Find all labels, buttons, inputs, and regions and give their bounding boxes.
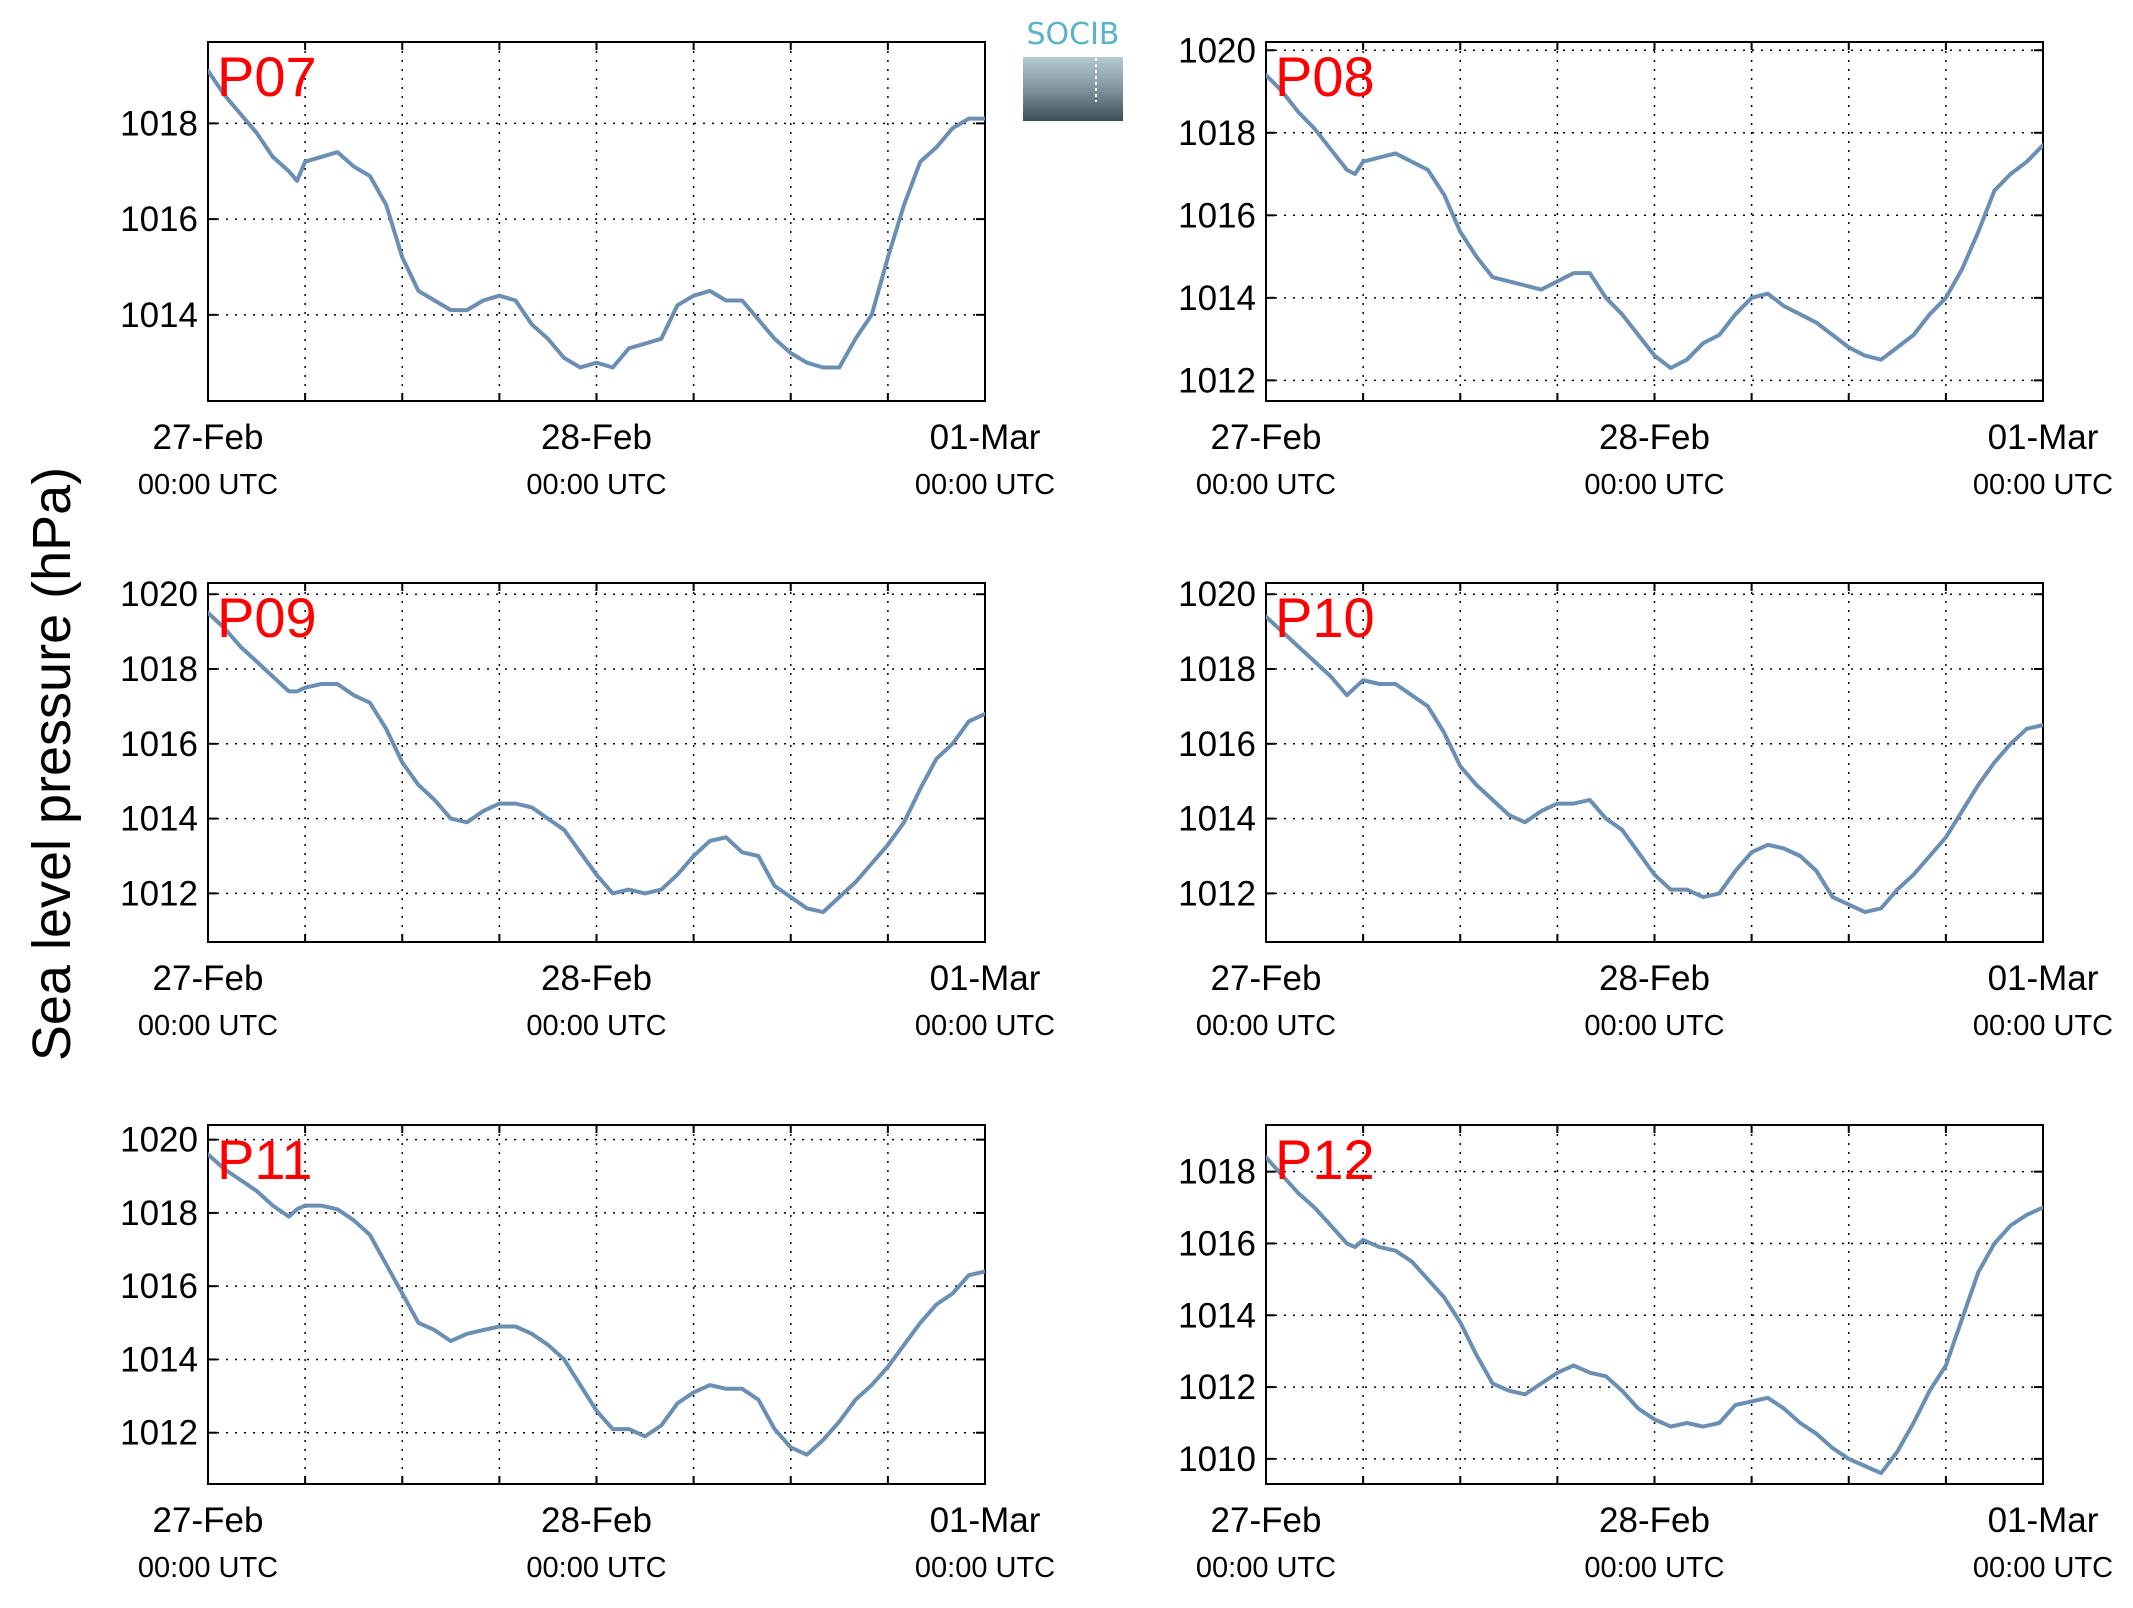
y-tick-label: 1020: [1178, 575, 1256, 614]
x-tick-label: 01-Mar: [1988, 418, 2099, 457]
x-tick-time-label: 00:00 UTC: [1973, 469, 2113, 501]
x-tick-label: 27-Feb: [1211, 959, 1322, 998]
x-tick-label: 28-Feb: [541, 1501, 652, 1540]
panels: 1014 1016 1018 27-Feb 00:00 UTC 28-Feb 00:00 U…: [120, 31, 2113, 1584]
x-tick-label: 27-Feb: [1211, 418, 1322, 457]
x-tick-time-label: 00:00 UTC: [526, 1010, 666, 1042]
series-line: [208, 68, 985, 370]
x-tick-label: 28-Feb: [541, 418, 652, 457]
y-tick-label: 1014: [1178, 279, 1256, 318]
logo-white-band: [1023, 48, 1123, 57]
axes-frame: [207, 582, 986, 943]
y-tick-label: 1014: [1178, 1296, 1256, 1335]
x-tick-time-label: 00:00 UTC: [1973, 1552, 2113, 1584]
logo-wave-block: [1023, 55, 1123, 121]
panel-p12: 1010 1012 1014 1016 1018 27-Feb 00:00 UTC 28-Fe…: [1178, 1124, 2113, 1584]
y-tick-label: 1016: [1178, 725, 1256, 764]
series-line: [208, 1152, 985, 1457]
y-tick-label: 1014: [120, 1340, 198, 1379]
panel-title: P09: [217, 586, 317, 649]
y-tick-label: 1010: [1178, 1440, 1256, 1479]
y-tick-label: 1018: [120, 1194, 198, 1233]
panel-p11: 1012 1014 1016 1018 1020 27-Feb 00:00 UTC 28-Fe…: [120, 1121, 1055, 1584]
series-line: [1266, 1155, 2043, 1476]
x-tick-label: 01-Mar: [1988, 1501, 2099, 1540]
logo-text: SOCIB: [1026, 17, 1119, 52]
y-tick-label: 1014: [120, 296, 198, 335]
x-tick-time-label: 00:00 UTC: [138, 1010, 278, 1042]
x-tick-time-label: 00:00 UTC: [1196, 1552, 1336, 1584]
y-tick-label: 1012: [120, 1414, 198, 1453]
axes-frame: [207, 1124, 986, 1485]
y-tick-label: 1018: [120, 650, 198, 689]
y-tick-label: 1014: [1178, 800, 1256, 839]
x-tick-time-label: 00:00 UTC: [915, 469, 1055, 501]
x-tick-time-label: 00:00 UTC: [1196, 469, 1336, 501]
y-tick-label: 1018: [1178, 1153, 1256, 1192]
x-tick-label: 28-Feb: [1599, 959, 1710, 998]
panel-p10: 1012 1014 1016 1018 1020 27-Feb 00:00 UTC 28-Fe…: [1178, 575, 2113, 1042]
x-tick-label: 01-Mar: [930, 1501, 1041, 1540]
y-tick-label: 1012: [120, 874, 198, 913]
x-tick-label: 27-Feb: [153, 959, 264, 998]
x-tick-time-label: 00:00 UTC: [138, 1552, 278, 1584]
x-tick-label: 27-Feb: [153, 1501, 264, 1540]
y-tick-label: 1016: [120, 200, 198, 239]
x-tick-label: 28-Feb: [1599, 1501, 1710, 1540]
x-tick-label: 27-Feb: [1211, 1501, 1322, 1540]
series-line: [208, 610, 985, 915]
x-tick-time-label: 00:00 UTC: [1196, 1010, 1336, 1042]
y-tick-label: 1012: [1178, 1368, 1256, 1407]
y-tick-label: 1020: [1178, 31, 1256, 70]
axes-frame: [1265, 582, 2044, 943]
panel-title: P10: [1275, 586, 1375, 649]
x-tick-time-label: 00:00 UTC: [1584, 469, 1724, 501]
panel-p09: 1012 1014 1016 1018 1020 27-Feb 00:00 UTC 28-Fe…: [120, 575, 1055, 1042]
x-tick-time-label: 00:00 UTC: [915, 1010, 1055, 1042]
y-tick-label: 1020: [120, 1121, 198, 1160]
x-tick-time-label: 00:00 UTC: [1584, 1010, 1724, 1042]
x-tick-time-label: 00:00 UTC: [1973, 1010, 2113, 1042]
series-line: [1266, 614, 2043, 915]
y-tick-label: 1012: [1178, 874, 1256, 913]
x-tick-label: 27-Feb: [153, 418, 264, 457]
x-tick-time-label: 00:00 UTC: [526, 1552, 666, 1584]
axes-frame: [207, 41, 986, 402]
y-tick-label: 1018: [120, 104, 198, 143]
series-line: [1266, 73, 2043, 370]
panel-title: P07: [217, 45, 317, 108]
x-tick-time-label: 00:00 UTC: [1584, 1552, 1724, 1584]
y-tick-label: 1016: [120, 725, 198, 764]
x-tick-time-label: 00:00 UTC: [138, 469, 278, 501]
panel-title: P08: [1275, 45, 1375, 108]
y-tick-label: 1016: [120, 1267, 198, 1306]
y-tick-label: 1018: [1178, 650, 1256, 689]
socib-logo: SOCIB: [1023, 17, 1123, 121]
axes-frame: [1265, 41, 2044, 402]
y-tick-label: 1016: [1178, 1224, 1256, 1263]
panel-title: P12: [1275, 1128, 1375, 1191]
y-tick-label: 1012: [1178, 361, 1256, 400]
x-tick-label: 01-Mar: [930, 959, 1041, 998]
y-tick-label: 1018: [1178, 114, 1256, 153]
panel-p07: 1014 1016 1018 27-Feb 00:00 UTC 28-Feb 00:00 U…: [120, 41, 1055, 501]
panel-title: P11: [217, 1128, 312, 1191]
y-tick-label: 1016: [1178, 196, 1256, 235]
axes-frame: [1265, 1124, 2044, 1485]
x-tick-label: 01-Mar: [930, 418, 1041, 457]
panel-p08: 1012 1014 1016 1018 1020 27-Feb 00:00 UTC 28-Fe…: [1178, 31, 2113, 501]
x-tick-time-label: 00:00 UTC: [915, 1552, 1055, 1584]
x-tick-label: 28-Feb: [1599, 418, 1710, 457]
y-tick-label: 1014: [120, 800, 198, 839]
x-tick-label: 01-Mar: [1988, 959, 2099, 998]
x-tick-time-label: 00:00 UTC: [526, 469, 666, 501]
y-axis-label: Sea level pressure (hPa): [22, 467, 82, 1061]
y-tick-label: 1020: [120, 575, 198, 614]
x-tick-label: 28-Feb: [541, 959, 652, 998]
